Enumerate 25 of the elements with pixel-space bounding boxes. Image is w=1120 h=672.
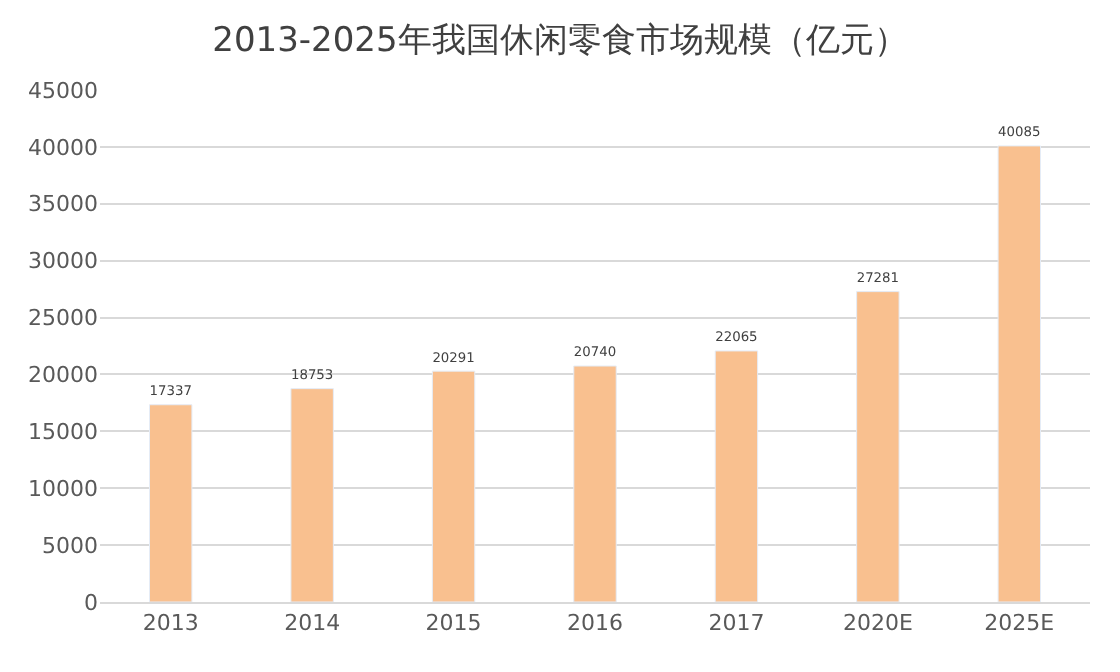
x-tick-label: 2015	[425, 610, 482, 637]
bar	[573, 365, 617, 602]
x-tick-label: 2020E	[842, 610, 913, 637]
y-tick-label: 15000	[28, 419, 98, 446]
y-tick-label: 10000	[28, 475, 98, 502]
bar	[997, 145, 1041, 602]
x-tick-label: 2014	[284, 610, 341, 637]
bar	[149, 404, 193, 602]
y-tick-label: 35000	[28, 191, 98, 218]
y-tick-label: 25000	[28, 305, 98, 332]
chart-title: 2013-2025年我国休闲零食市场规模（亿元）	[212, 20, 908, 61]
y-tick-label: 40000	[28, 134, 98, 161]
x-tick-label: 2025E	[984, 610, 1055, 637]
x-tick-label: 2013	[142, 610, 199, 637]
x-tick-label: 2017	[708, 610, 765, 637]
bar	[714, 350, 759, 602]
x-tick-label: 2016	[567, 610, 623, 637]
y-tick-label: 30000	[28, 248, 98, 275]
bar	[856, 291, 900, 602]
bar	[290, 388, 334, 602]
y-tick-label: 0	[84, 589, 98, 616]
y-tick-label: 20000	[28, 362, 98, 389]
bar	[431, 370, 476, 602]
y-tick-label: 45000	[28, 77, 98, 104]
y-tick-label: 5000	[42, 532, 98, 559]
